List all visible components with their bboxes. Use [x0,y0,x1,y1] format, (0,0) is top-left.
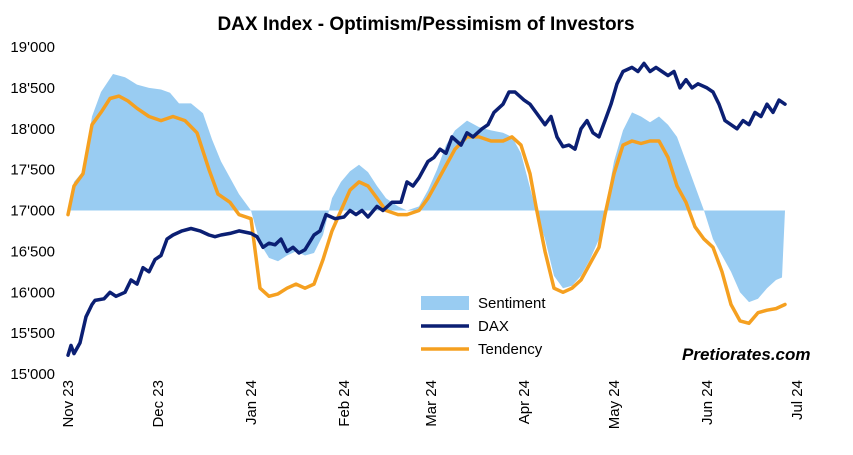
y-tick-label: 15'000 [10,366,55,383]
series-tendency-line [66,94,787,326]
y-tick-label: 16'000 [10,284,55,301]
y-tick-label: 18'500 [10,80,55,97]
chart-title: DAX Index - Optimism/Pessimism of Invest… [217,14,634,35]
plot-area [66,61,787,357]
y-tick-label: 15'500 [10,325,55,342]
legend-label-tendency: Tendency [478,341,543,358]
series-sentiment-area [68,74,785,303]
y-tick-label: 18'000 [10,121,55,138]
y-tick-label: 19'000 [10,39,55,56]
x-tick-label: Dec 23 [150,380,167,428]
y-axis: 15'000 15'500 16'000 16'500 17'000 17'500 18'0… [10,39,55,383]
y-tick-label: 17'000 [10,203,55,220]
x-tick-label: Jun 24 [699,380,716,425]
x-axis: Nov 23 Dec 23 Jan 24 Feb 24 Mar 24 Apr 24 May … [60,380,806,429]
y-tick-label: 16'500 [10,243,55,260]
x-tick-label: Apr 24 [516,380,533,424]
x-tick-label: Jul 24 [789,380,806,420]
series-dax-line [66,61,787,357]
legend-label-dax: DAX [478,318,509,335]
y-tick-label: 17'500 [10,162,55,179]
x-tick-label: Mar 24 [423,380,440,427]
watermark: Pretiorates.com [682,345,811,364]
legend-label-sentiment: Sentiment [478,295,546,312]
legend: Sentiment DAX Tendency [421,295,546,358]
x-tick-label: Feb 24 [336,380,353,427]
x-tick-label: May 24 [606,380,623,429]
x-tick-label: Nov 23 [60,380,77,428]
legend-swatch-sentiment [421,296,469,310]
x-tick-label: Jan 24 [243,380,260,425]
